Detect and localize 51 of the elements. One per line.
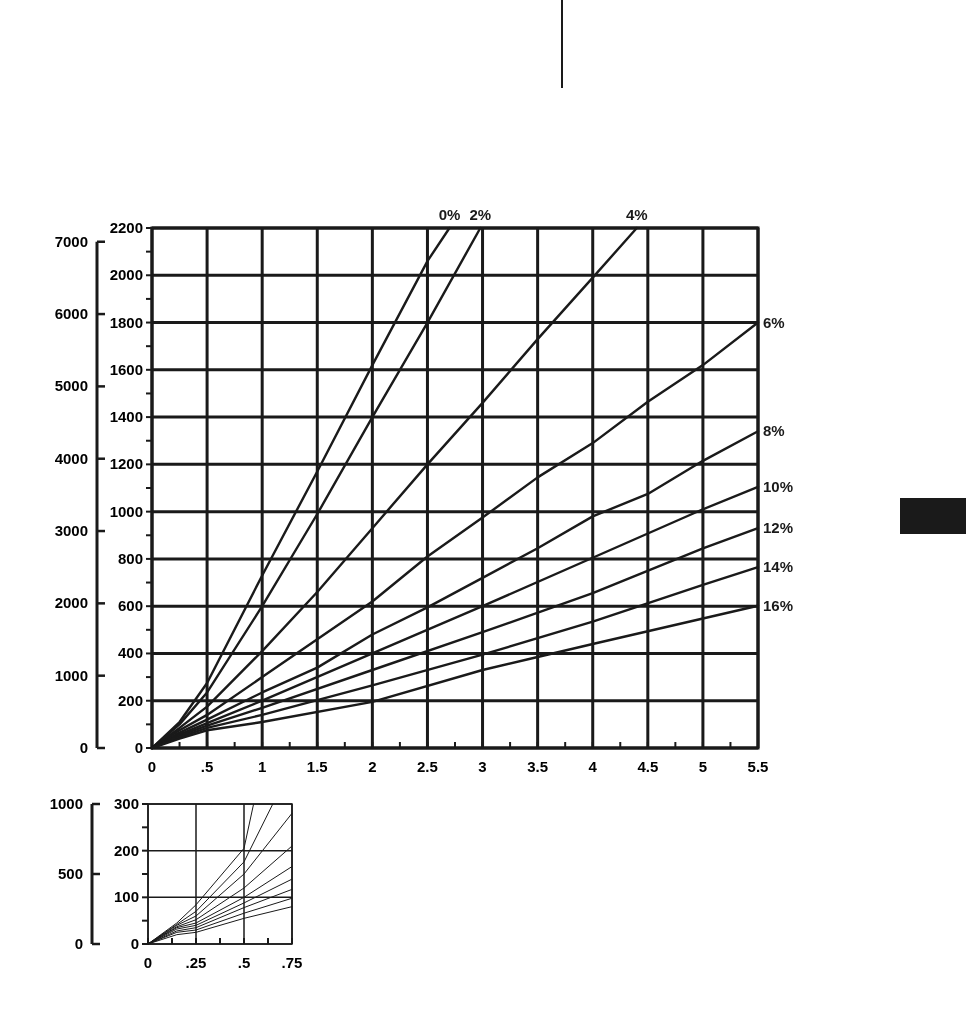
x-tick-label: 4.5 bbox=[637, 758, 659, 775]
y-tick-label: 1000 bbox=[109, 502, 143, 520]
y2-tick-label: 2000 bbox=[54, 594, 88, 612]
x-tick-label: 5.5 bbox=[747, 758, 769, 775]
x-tick-label: 4 bbox=[588, 758, 598, 775]
y-tick-label: 1600 bbox=[109, 360, 143, 378]
x-tick-label: 5 bbox=[698, 758, 708, 775]
y-tick-label: 2000 bbox=[109, 266, 143, 284]
series-label: 8% bbox=[763, 422, 785, 440]
y2-tick-label: 7000 bbox=[54, 232, 88, 250]
y-tick-label: 100 bbox=[113, 888, 139, 906]
y2-tick-label: 0 bbox=[79, 739, 88, 756]
series-label: 10% bbox=[763, 477, 794, 495]
y-tick-label: 2200 bbox=[109, 219, 143, 236]
series-label: 16% bbox=[763, 596, 794, 614]
y2-tick-label: 0 bbox=[74, 935, 83, 952]
series-label: 4% bbox=[625, 206, 648, 223]
y2-tick-label: 6000 bbox=[54, 305, 88, 323]
y2-tick-label: 5000 bbox=[54, 377, 88, 395]
y-tick-label: 800 bbox=[117, 549, 143, 567]
y-tick-label: 200 bbox=[117, 691, 143, 709]
series-label: 6% bbox=[763, 313, 785, 331]
y-tick-label: 400 bbox=[117, 644, 143, 662]
y2-tick-label: 4000 bbox=[54, 449, 88, 467]
y2-tick-label: 3000 bbox=[54, 522, 88, 540]
x-tick-label: .75 bbox=[281, 954, 303, 971]
y2-tick-label: 500 bbox=[57, 865, 83, 882]
x-tick-label: 3 bbox=[478, 758, 487, 775]
y-tick-label: 1200 bbox=[109, 455, 143, 473]
x-tick-label: 0 bbox=[147, 758, 157, 775]
series-label: 0% bbox=[438, 206, 461, 223]
series-label: 2% bbox=[469, 206, 492, 223]
x-tick-label: 1 bbox=[258, 758, 267, 775]
y-tick-label: 600 bbox=[117, 597, 143, 615]
y2-tick-label: 1000 bbox=[49, 795, 83, 812]
x-tick-label: 1.5 bbox=[306, 758, 328, 775]
x-tick-label: 2 bbox=[368, 758, 377, 775]
x-tick-label: 2.5 bbox=[417, 758, 438, 775]
series-label: 12% bbox=[763, 519, 794, 537]
y-tick-label: 0 bbox=[130, 935, 139, 952]
series-label: 14% bbox=[763, 558, 794, 576]
y-tick-label: 1800 bbox=[109, 313, 143, 331]
x-tick-label: .25 bbox=[185, 954, 207, 971]
x-tick-label: 3.5 bbox=[527, 758, 549, 775]
y-tick-label: 0 bbox=[134, 739, 143, 756]
y-tick-label: 300 bbox=[113, 795, 139, 812]
x-tick-label: .5 bbox=[200, 758, 214, 775]
y-tick-label: 200 bbox=[113, 841, 139, 859]
y2-tick-label: 1000 bbox=[54, 666, 88, 684]
x-tick-label: .5 bbox=[237, 954, 251, 971]
y-tick-label: 1400 bbox=[109, 408, 143, 426]
